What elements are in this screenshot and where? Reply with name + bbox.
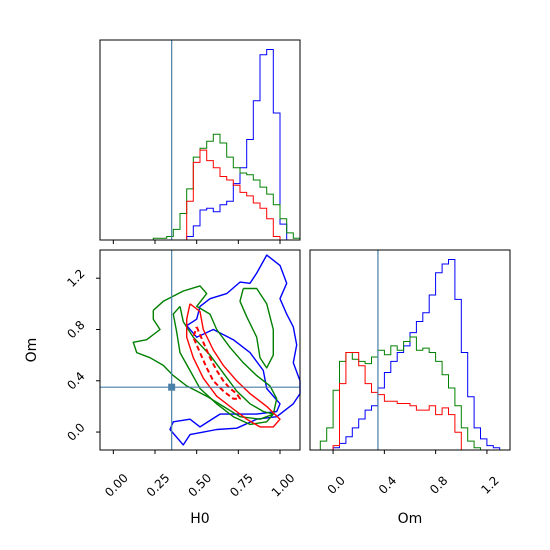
- contour-x-tick-label: 0.50: [185, 471, 214, 500]
- h0-om-contour-panel: 0.00 0.25 0.50 0.75 1.00 0.0 0.4 0.8 1.2: [64, 249, 301, 500]
- contour-y-tick-label: 0.8: [64, 318, 87, 341]
- contour-x-tick-label: 0.25: [144, 471, 173, 500]
- y-axis-label-om: Om: [24, 338, 40, 363]
- om-hist-series-2: [332, 352, 462, 450]
- h0-histogram-frame: [99, 39, 301, 241]
- om-hist-x-tick-label: 0.8: [427, 473, 450, 496]
- contour-truth-marker: [168, 383, 176, 391]
- contour-x-tick-label: 0.75: [227, 471, 256, 500]
- x-axis-label-h0: H0: [190, 511, 209, 527]
- contour-x-ticks: 0.00 0.25 0.50 0.75 1.00: [102, 450, 298, 500]
- om-histogram-frame: [309, 249, 511, 451]
- contour-4: [185, 303, 281, 428]
- contour-truth-lines: [100, 250, 300, 450]
- contour-series: [132, 254, 301, 446]
- om-histogram-x-ticks: 0.0 0.4 0.8 1.2: [325, 450, 502, 497]
- contour-frame: [99, 249, 301, 451]
- contour-y-tick-label: 0.4: [64, 369, 87, 392]
- h0-hist-series-0: [186, 49, 288, 240]
- om-hist-x-tick-label: 0.0: [325, 473, 348, 496]
- contour-2: [239, 287, 274, 369]
- contour-x-tick-label: 1.00: [269, 471, 298, 500]
- contour-x-tick-label: 0.00: [102, 471, 131, 500]
- om-hist-x-tick-label: 1.2: [478, 473, 501, 496]
- contour-y-ticks: 0.0 0.4 0.8 1.2: [64, 267, 100, 444]
- contour-0: [169, 254, 301, 446]
- om-hist-x-tick-label: 0.4: [376, 473, 399, 496]
- om-histogram-series: [319, 259, 507, 451]
- h0-histogram-panel: [99, 39, 301, 244]
- h0-histogram-x-ticks: [112, 240, 281, 244]
- om-hist-series-0: [332, 259, 507, 451]
- contour-5: [192, 326, 241, 400]
- contour-y-tick-label: 1.2: [64, 267, 87, 290]
- contour-3: [172, 305, 274, 426]
- contour-y-tick-label: 0.0: [64, 420, 87, 443]
- x-axis-label-om: Om: [398, 511, 423, 527]
- h0-hist-series-2: [186, 149, 281, 240]
- om-histogram-panel: 0.0 0.4 0.8 1.2: [309, 249, 511, 497]
- h0-hist-series-1: [152, 133, 301, 240]
- om-hist-series-1: [319, 336, 481, 450]
- contour-1: [132, 285, 278, 420]
- h0-histogram-series: [152, 49, 301, 240]
